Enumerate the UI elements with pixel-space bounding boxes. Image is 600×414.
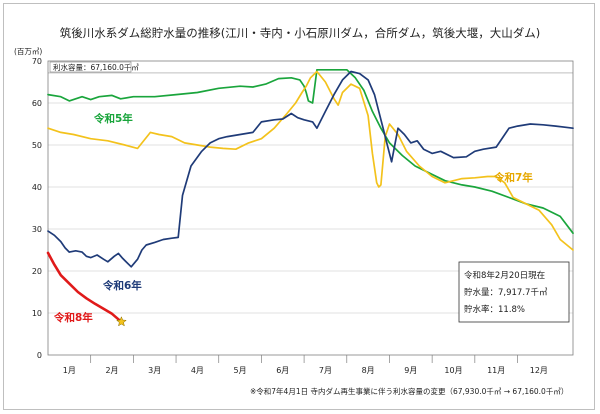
x-tick-label-10: 11月: [487, 366, 505, 375]
chart-title: 筑後川水系ダム総貯水量の推移(江川・寺内・小石原川ダム，合所ダム，筑後大堰，大山…: [60, 26, 540, 40]
series-label-r5: 令和5年: [93, 112, 133, 125]
x-tick-label-5: 6月: [276, 366, 289, 375]
x-tick-label-0: 1月: [63, 366, 76, 375]
y-tick-label-7: 70: [32, 57, 42, 66]
y-tick-label-0: 0: [37, 351, 42, 360]
footnote: ※令和7年4月1日 寺内ダム再生事業に伴う利水容量の変更（67,930.0千㎥ …: [250, 386, 568, 396]
x-tick-label-3: 4月: [191, 366, 204, 375]
reservoir-storage-chart: 筑後川水系ダム総貯水量の推移(江川・寺内・小石原川ダム，合所ダム，筑後大堰，大山…: [14, 26, 574, 396]
series-line-3: [46, 251, 123, 324]
current-marker-layer: [116, 316, 127, 327]
info-date: 令和8年2月20日現在: [464, 270, 545, 281]
x-tick-label-6: 7月: [319, 366, 332, 375]
info-box: 令和8年2月20日現在 貯水量：7,917.7千㎥ 貯水率：11.8%: [458, 261, 570, 323]
y-tick-label-1: 10: [32, 309, 42, 318]
chart-frame: 筑後川水系ダム総貯水量の推移(江川・寺内・小石原川ダム，合所ダム，筑後大堰，大山…: [3, 3, 595, 410]
y-axis-unit-label: (百万㎥): [14, 47, 42, 56]
x-tick-label-2: 3月: [148, 366, 161, 375]
series-lines: [46, 68, 574, 324]
series-label-r8: 令和8年: [53, 311, 93, 324]
capacity-label: 利水容量：67,160.0千㎥: [53, 62, 139, 72]
series-label-r6: 令和6年: [102, 279, 142, 292]
x-tick-label-7: 8月: [362, 366, 375, 375]
x-tick-label-4: 5月: [234, 366, 247, 375]
info-rate: 貯水率：11.8%: [464, 304, 525, 315]
current-star-marker: [116, 316, 127, 327]
series-line-2: [47, 70, 574, 251]
y-axis-ticks: 0 10 20 30 40 50 60 70: [32, 57, 42, 360]
y-tick-label-5: 50: [32, 141, 42, 150]
y-tick-label-6: 60: [32, 99, 42, 108]
series-line-0: [47, 68, 574, 235]
y-tick-label-3: 30: [32, 225, 42, 234]
x-tick-label-8: 9月: [404, 366, 417, 375]
gridlines: [48, 72, 573, 314]
series-label-r7: 令和7年: [493, 171, 533, 184]
y-tick-label-2: 20: [32, 267, 42, 276]
plot-area-border: [47, 60, 574, 356]
series-line-1: [47, 70, 574, 268]
x-tick-label-1: 2月: [105, 366, 118, 375]
x-tick-label-9: 10月: [444, 366, 462, 375]
y-tick-label-4: 40: [32, 183, 42, 192]
x-axis-ticks: 1月 2月 3月 4月 5月 6月 7月 8月 9月 10月 11月 12月: [63, 355, 548, 375]
x-tick-label-11: 12月: [530, 366, 548, 375]
info-storage: 貯水量：7,917.7千㎥: [464, 287, 548, 298]
capacity-label-box: 利水容量：67,160.0千㎥: [49, 61, 139, 73]
